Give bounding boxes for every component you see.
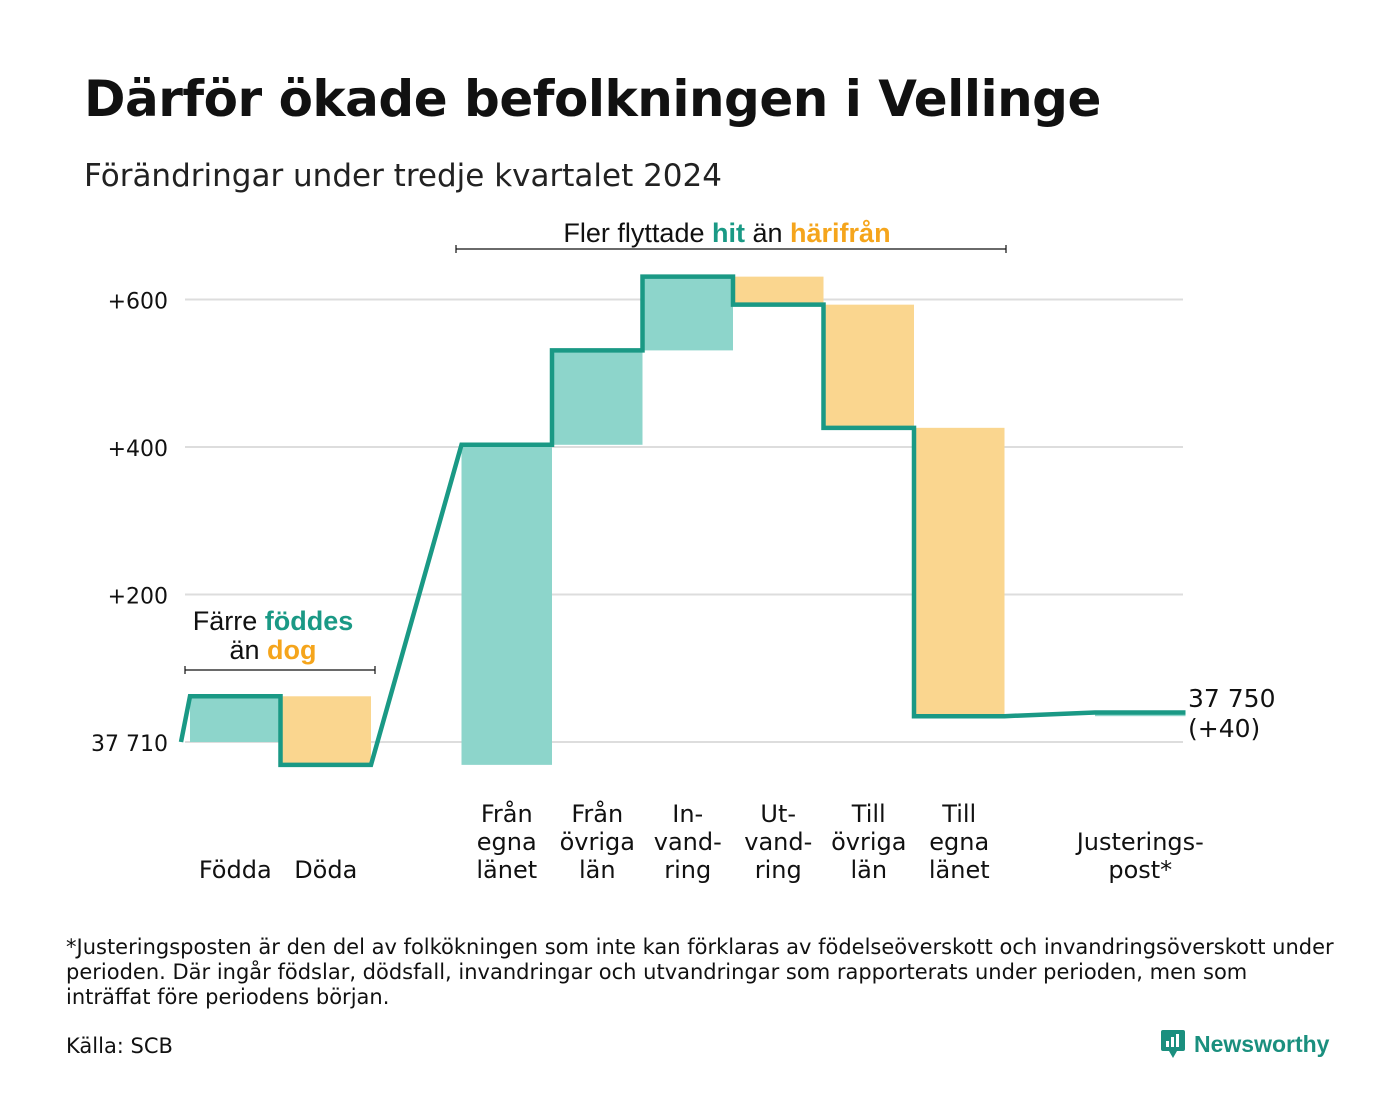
bar-4	[642, 276, 733, 351]
brand-logo: Newsworthy	[1160, 1028, 1329, 1060]
step-line	[178, 274, 1186, 768]
end-label-value: 37 750	[1188, 684, 1275, 713]
end-label-change: (+40)	[1188, 714, 1260, 743]
brand-name: Newsworthy	[1194, 1030, 1330, 1057]
annotation-left-line2: än dog	[229, 635, 316, 665]
x-label-line: vand-	[654, 828, 722, 856]
x-label-line: post*	[1108, 856, 1172, 884]
x-label-line: länet	[476, 856, 537, 884]
x-label-line: Ut-	[760, 800, 796, 828]
annotation-migration: Fler flyttade hit än härifrån	[455, 218, 1007, 253]
annotation-births-deaths: Färre föddes än dog	[184, 606, 376, 674]
footnote: *Justeringsposten är den del av folkökni…	[66, 935, 1334, 1009]
newsworthy-logo-icon	[1161, 1030, 1185, 1058]
y-tick-label: 37 710	[91, 732, 168, 757]
bars	[190, 276, 1186, 765]
annotation-top-text: Fler flyttade hit än härifrån	[563, 218, 890, 248]
x-label-line: Till	[851, 800, 886, 828]
x-category-labels: Födda DödaFrånegnalänetFrånövrigalänIn-va…	[199, 799, 1204, 884]
y-tick-labels: 37 710 +200 +400 +600	[91, 290, 168, 758]
x-label-line: Från	[481, 799, 533, 828]
x-label-line: In-	[672, 800, 703, 828]
x-label-line: län	[579, 856, 616, 884]
bar-5	[733, 276, 824, 305]
annotation-left-bracket	[184, 666, 376, 674]
x-label-line: Justerings-	[1075, 828, 1204, 856]
x-label-line: län	[850, 856, 887, 884]
source: Källa: SCB	[66, 1034, 173, 1058]
y-tick-label: +200	[108, 585, 168, 610]
y-tick-label: +600	[108, 290, 168, 315]
x-label-line: Från	[571, 799, 623, 828]
x-label-line: egna	[929, 828, 989, 856]
x-label-line: Födda	[199, 856, 272, 884]
bar-7	[914, 427, 1005, 717]
bar-3	[552, 350, 643, 445]
x-label-line: ring	[755, 856, 802, 884]
x-label-line: länet	[929, 856, 990, 884]
annotation-top-bracket	[455, 245, 1007, 253]
end-value-label: 37 750 (+40)	[1188, 684, 1275, 743]
x-label-line: Till	[941, 800, 976, 828]
annotation-left-line1: Färre föddes	[193, 606, 354, 636]
x-label-line: övriga	[560, 828, 635, 856]
chart-subtitle: Förändringar under tredje kvartalet 2024	[84, 158, 722, 194]
cumulative-step-line	[178, 274, 1186, 768]
bar-0	[190, 696, 281, 742]
x-label-line: övriga	[831, 828, 906, 856]
y-tick-label: +400	[108, 437, 168, 462]
grid-lines	[185, 298, 1183, 743]
chart-title: Därför ökade befolkningen i Vellinge	[84, 70, 1101, 128]
x-label-line: ring	[664, 856, 711, 884]
bar-2	[461, 444, 552, 765]
x-label-line: vand-	[744, 828, 812, 856]
waterfall-chart: 37 710+200+400+600 Födda DödaFrånegnaläne…	[91, 218, 1275, 884]
bar-1	[280, 696, 371, 765]
x-label-line: Döda	[294, 856, 357, 884]
bar-6	[823, 304, 914, 428]
x-label-line: egna	[477, 828, 537, 856]
